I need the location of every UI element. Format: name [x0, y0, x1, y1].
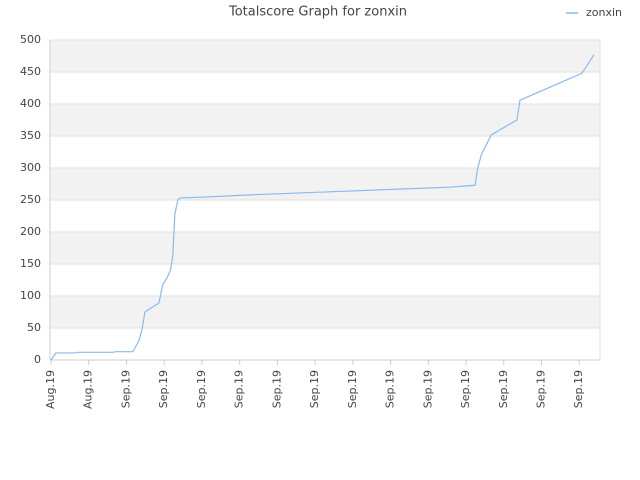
y-tick-label: 350 [20, 129, 41, 142]
x-tick-label: Sep.19 [270, 370, 283, 408]
x-tick-label: Sep.19 [384, 370, 397, 408]
x-tick-label: Sep.19 [346, 370, 359, 408]
y-tick-label: 150 [20, 257, 41, 270]
x-tick-label: Sep.19 [119, 370, 132, 408]
y-tick-label: 50 [27, 321, 41, 334]
line [50, 54, 595, 361]
y-tick-label: 0 [34, 353, 41, 366]
x-tick-label: Aug.19 [44, 370, 57, 409]
x-tick-label: Sep.19 [572, 370, 585, 408]
x-tick-label: Sep.19 [535, 370, 548, 408]
x-tick-label: Aug.19 [82, 370, 95, 409]
y-tick-label: 300 [20, 161, 41, 174]
y-tick-label: 450 [20, 65, 41, 78]
grid-band [50, 232, 600, 264]
grid-band [50, 168, 600, 200]
x-tick-label: Sep.19 [459, 370, 472, 408]
y-tick-label: 200 [20, 225, 41, 238]
chart-title: Totalscore Graph for zonxin [228, 5, 407, 20]
grid-band [50, 104, 600, 136]
grid-band [50, 296, 600, 328]
y-tick-label: 400 [20, 97, 41, 110]
y-tick-label: 100 [20, 289, 41, 302]
legend-label: zonxin [586, 6, 622, 19]
x-tick-label: Sep.19 [157, 370, 170, 408]
y-tick-label: 250 [20, 193, 41, 206]
x-tick-label: Sep.19 [195, 370, 208, 408]
x-tick-label: Sep.19 [308, 370, 321, 408]
x-tick-label: Sep.19 [233, 370, 246, 408]
x-tick-label: Sep.19 [497, 370, 510, 408]
x-tick-label: Sep.19 [421, 370, 434, 408]
grid-band [50, 40, 600, 72]
y-tick-label: 500 [20, 33, 41, 46]
